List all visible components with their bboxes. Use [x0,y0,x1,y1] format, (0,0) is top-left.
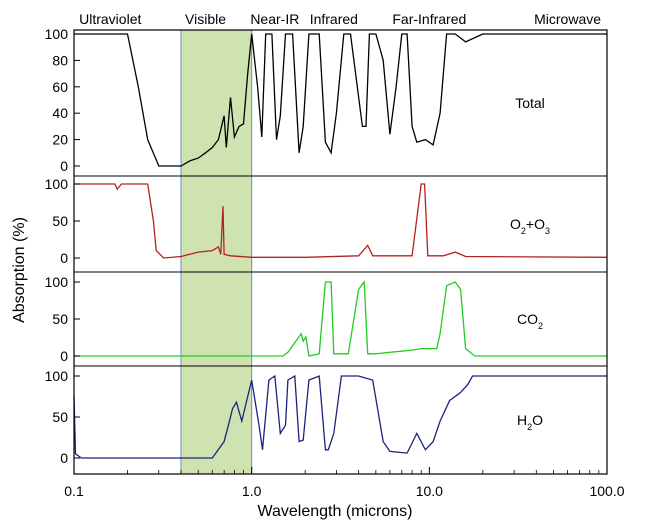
panel-3: 0 50 100 H2O [45,368,607,466]
series-line-1 [74,183,608,259]
region-label-5: Microwave [534,11,601,27]
visible-band-rect [180,29,253,475]
y-tick-label: 0 [60,250,68,266]
panel-label-3: H2O [517,412,543,432]
x-tick-label: 1.0 [242,483,262,499]
y-tick-label: 20 [52,132,68,148]
region-label-1: Visible [185,11,226,27]
x-axis-title: Wavelength (microns) [257,503,412,520]
region-label-0: Ultraviolet [79,11,141,27]
y-tick-label: 100 [45,368,69,384]
y-tick-label: 0 [60,450,68,466]
series-line-2 [74,280,607,357]
region-label-4: Far-Infrared [392,11,466,27]
region-label-2: Near-IR [250,11,299,27]
y-tick-label: 100 [45,26,69,42]
y-tick-label: 40 [52,105,68,121]
panel-label-1: O2+O3 [510,216,550,236]
x-tick-label: 0.1 [64,483,84,499]
plot-border [73,29,608,475]
panel-label-0: Total [515,95,545,111]
y-tick-label: 100 [45,274,69,290]
panel-1: 0 50 100 O2+O3 [45,176,608,266]
region-label-3: Infrared [310,11,358,27]
y-tick-label: 100 [45,176,69,192]
series-line-3 [73,374,607,459]
y-tick-label: 60 [52,79,68,95]
panel-2: 0 50 100 CO2 [45,274,607,364]
plot-frame [73,29,608,475]
x-axis-ticks: 0.1 1.0 10.0 100.0 [64,467,625,499]
region-labels: Ultraviolet Visible Near-IR Infrared Far-Inf… [79,11,601,27]
panels: 0 20 40 60 80 100 Total 0 50 100 O2+O3 0 50 100 CO2 0 50… [45,26,608,466]
panel-0: 0 20 40 60 80 100 Total [45,26,607,174]
series-line-0 [74,33,607,167]
y-axis-title: Absorption (%) [11,217,28,323]
y-tick-label: 80 [52,52,68,68]
x-tick-label: 100.0 [589,483,624,499]
y-tick-label: 0 [60,158,68,174]
x-tick-label: 10.0 [416,483,443,499]
panel-label-2: CO2 [517,311,543,331]
visible-band [180,29,253,475]
y-tick-label: 50 [52,409,68,425]
y-tick-label: 50 [52,311,68,327]
y-tick-label: 50 [52,213,68,229]
y-tick-label: 0 [60,348,68,364]
